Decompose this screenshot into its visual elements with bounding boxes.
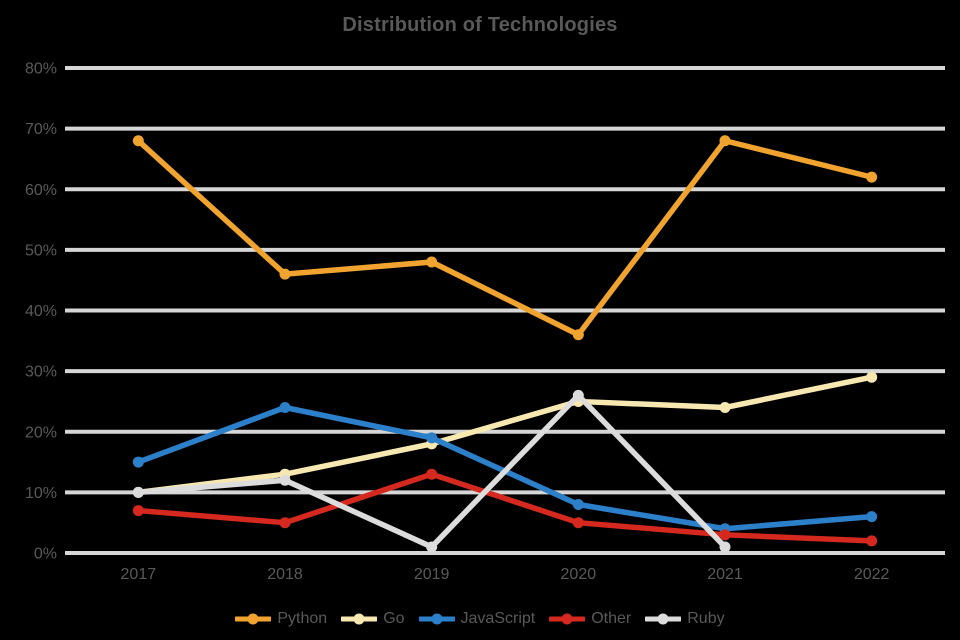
legend-swatch: [235, 613, 272, 625]
data-point-marker: [426, 432, 438, 444]
data-point-marker: [719, 529, 731, 541]
y-tick-label: 20%: [25, 424, 57, 441]
data-point-marker: [132, 135, 144, 147]
data-point-marker: [572, 499, 584, 510]
data-point-marker: [426, 256, 438, 268]
data-point-marker: [426, 541, 438, 553]
legend-item-javascript: JavaScript: [418, 610, 536, 628]
data-point-marker: [719, 541, 731, 553]
x-tick-label: 2017: [121, 566, 157, 583]
data-point-marker: [279, 517, 291, 529]
y-tick-label: 60%: [25, 182, 57, 199]
legend-marker-icon: [431, 613, 443, 625]
x-tick-label: 2022: [854, 566, 890, 583]
legend-swatch: [341, 613, 378, 625]
data-point-marker: [279, 268, 291, 280]
legend-marker-icon: [247, 613, 259, 625]
legend-item-go: Go: [341, 610, 405, 628]
chart-legend: Python Go JavaScript Other Ruby: [0, 610, 960, 628]
y-tick-label: 40%: [25, 303, 57, 320]
data-point-marker: [572, 329, 584, 341]
data-point-marker: [132, 456, 144, 468]
data-point-marker: [866, 535, 878, 547]
legend-item-other: Other: [549, 610, 631, 628]
series-line-python: [135, 138, 875, 338]
y-tick-label: 80%: [25, 61, 57, 78]
legend-swatch: [645, 613, 682, 625]
x-tick-label: 2019: [414, 566, 450, 583]
y-tick-label: 0%: [34, 546, 57, 563]
legend-item-python: Python: [235, 610, 327, 628]
x-tick-label: 2020: [561, 566, 597, 583]
data-point-marker: [866, 171, 878, 183]
data-point-marker: [572, 517, 584, 529]
x-tick-label: 2021: [707, 566, 743, 583]
data-point-marker: [132, 486, 144, 498]
legend-label: Python: [277, 610, 328, 627]
data-point-marker: [572, 389, 584, 401]
legend-marker-icon: [657, 613, 669, 625]
y-tick-label: 50%: [25, 242, 57, 259]
data-point-marker: [866, 371, 878, 383]
data-point-marker: [719, 135, 731, 147]
data-point-marker: [426, 468, 438, 480]
data-point-marker: [866, 511, 878, 523]
legend-label: Ruby: [687, 610, 725, 627]
data-point-marker: [279, 402, 291, 413]
legend-label: Go: [383, 610, 405, 627]
y-tick-label: 10%: [25, 485, 57, 502]
data-point-marker: [719, 402, 731, 413]
x-tick-label: 2018: [267, 566, 303, 583]
y-tick-label: 30%: [25, 364, 57, 381]
legend-swatch: [549, 613, 586, 625]
legend-item-ruby: Ruby: [645, 610, 725, 628]
data-point-marker: [279, 474, 291, 486]
legend-marker-icon: [561, 613, 573, 625]
series-line-go: [135, 374, 875, 496]
chart-title: Distribution of Technologies: [342, 14, 618, 36]
y-tick-label: 70%: [25, 121, 57, 138]
legend-label: JavaScript: [460, 610, 536, 627]
legend-swatch: [418, 613, 455, 625]
legend-marker-icon: [353, 613, 365, 625]
series-line-other: [135, 471, 875, 544]
legend-label: Other: [591, 610, 632, 627]
data-point-marker: [132, 505, 144, 517]
